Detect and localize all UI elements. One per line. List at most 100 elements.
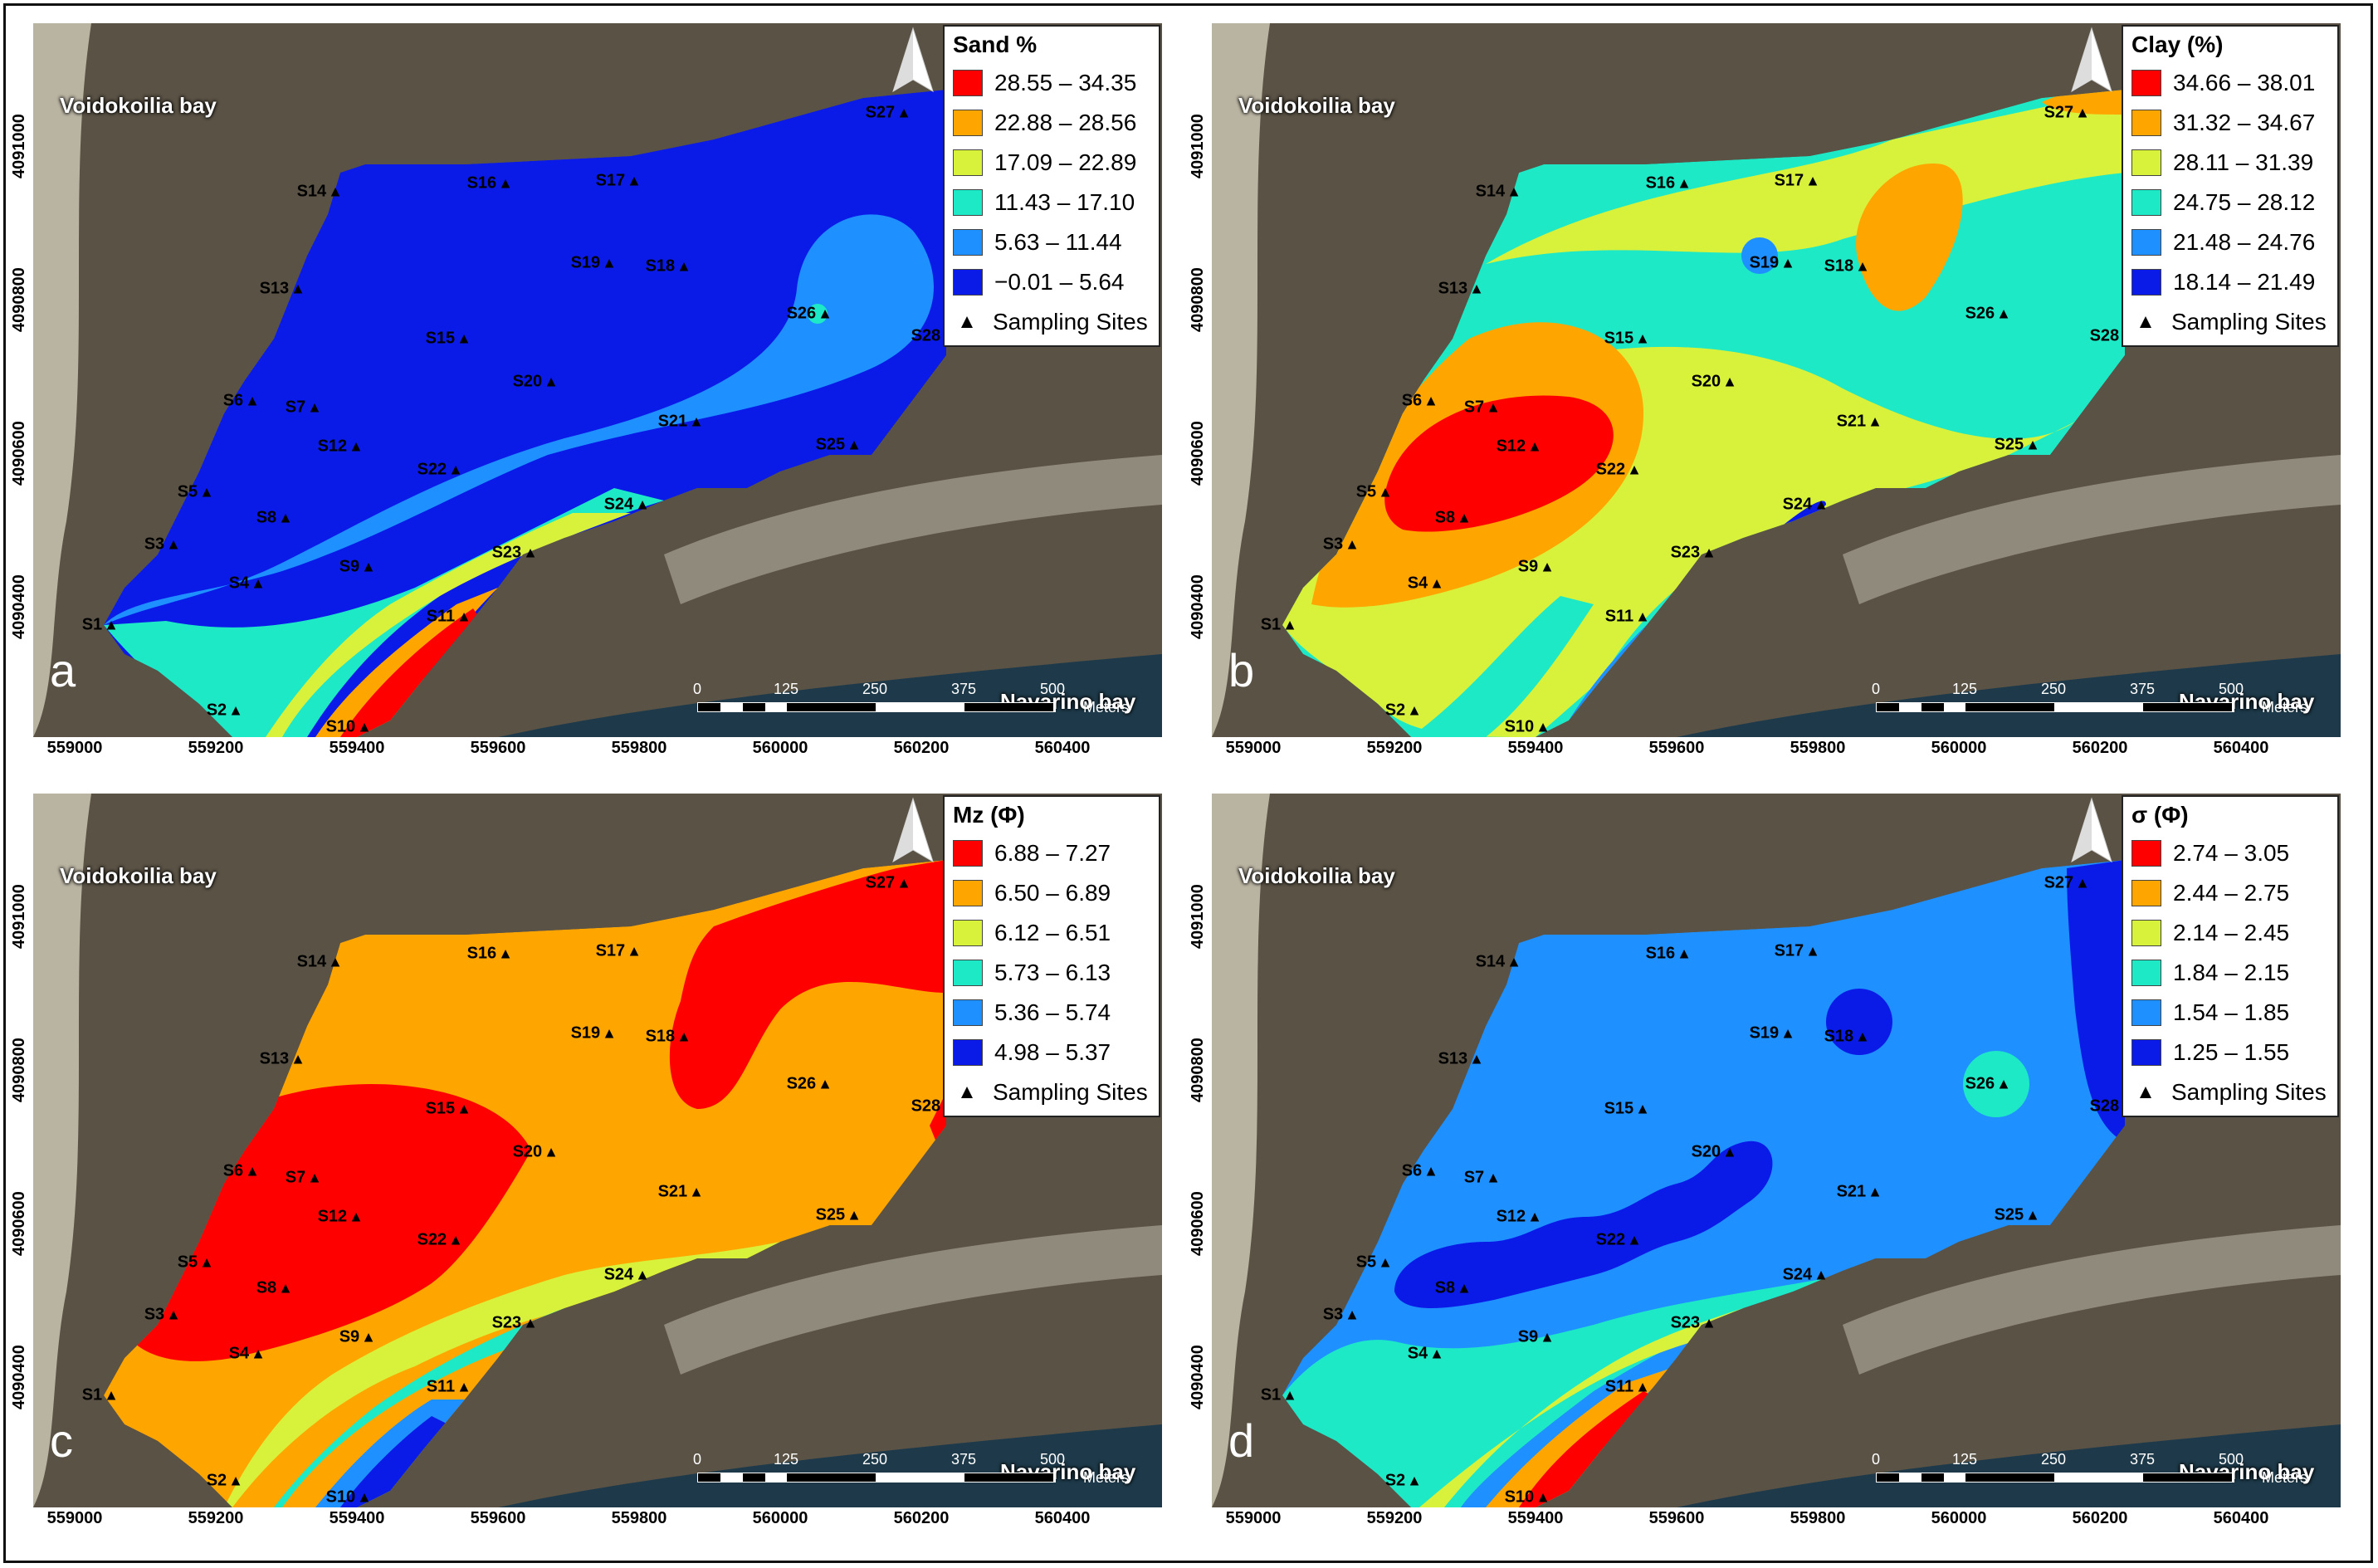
- legend-item: 5.36 – 5.74: [953, 993, 1150, 1033]
- y-tick-label: 4091000: [1189, 884, 1207, 949]
- scale-label: 125: [773, 1451, 799, 1468]
- site-label: S24: [1782, 1265, 1813, 1284]
- sampling-site-s8: S8 ▲: [1435, 509, 1472, 528]
- sampling-site-s10: S10 ▲: [1505, 718, 1550, 737]
- site-label: S16: [466, 944, 497, 963]
- site-label: S8: [256, 508, 277, 527]
- sampling-site-s14: S14 ▲: [297, 183, 343, 202]
- scale-label: 0: [1871, 681, 1881, 697]
- sampling-site-s10: S10 ▲: [1505, 1488, 1550, 1507]
- site-label: S10: [1504, 717, 1535, 736]
- triangle-icon: ▲: [2136, 1081, 2156, 1103]
- site-triangle-icon: ▲: [357, 718, 372, 735]
- sea: [498, 1424, 1162, 1507]
- sea: [498, 654, 1162, 737]
- site-triangle-icon: ▲: [1345, 535, 1360, 553]
- legend-swatch: [953, 840, 983, 867]
- site-label: S22: [1595, 460, 1626, 479]
- contour-zone-3: [1411, 596, 1594, 737]
- sand-dune: [33, 23, 91, 737]
- site-label: S7: [285, 398, 306, 417]
- site-label: S10: [325, 1487, 356, 1507]
- site-label: S26: [786, 1074, 817, 1093]
- map-canvas: [1212, 794, 2341, 1507]
- sampling-site-s17: S17 ▲: [596, 942, 642, 961]
- site-triangle-icon: ▲: [1506, 953, 1521, 970]
- site-triangle-icon: ▲: [1506, 183, 1521, 200]
- legend-swatch: [953, 960, 983, 986]
- site-label: S27: [865, 873, 896, 892]
- contour-zone-2: [1486, 90, 2125, 264]
- contour-zone-1: [2042, 90, 2125, 115]
- site-triangle-icon: ▲: [2025, 436, 2040, 453]
- sampling-site-s11: S11 ▲: [427, 1378, 471, 1397]
- site-triangle-icon: ▲: [1855, 1028, 1870, 1045]
- y-tick-label: 4090400: [1189, 1345, 1207, 1409]
- contour-zone-5: [1826, 989, 1892, 1055]
- x-tick-label: 559200: [188, 1509, 244, 1527]
- x-tick-label: 559600: [1648, 739, 1705, 757]
- site-label: S13: [1438, 279, 1468, 298]
- contour-zone-5: [2067, 860, 2125, 1142]
- site-label: S24: [603, 1265, 634, 1284]
- legend-swatch: [2131, 269, 2161, 296]
- site-triangle-icon: ▲: [1722, 373, 1737, 390]
- site-label: S9: [1517, 1327, 1539, 1346]
- site-triangle-icon: ▲: [1780, 254, 1795, 271]
- site-triangle-icon: ▲: [1814, 1266, 1829, 1283]
- site-triangle-icon: ▲: [1407, 701, 1422, 719]
- legend-item: 1.54 – 1.85: [2131, 993, 2329, 1033]
- y-tick-label: 4090600: [1189, 421, 1207, 486]
- legend-swatch: [2131, 189, 2161, 216]
- site-label: S7: [1463, 398, 1485, 417]
- legend-swatch: [2131, 229, 2161, 256]
- sampling-site-s26: S26 ▲: [787, 305, 833, 324]
- site-label: S19: [570, 1023, 601, 1043]
- site-triangle-icon: ▲: [1378, 483, 1393, 501]
- x-tick-label: 559000: [1225, 1509, 1282, 1527]
- panel-b: S1 ▲ S2 ▲ S3 ▲ S4 ▲ S5 ▲ S6 ▲ S7 ▲ S8 ▲ S9 ▲ S10 ▲ S11 ▲ S12 ▲ S…: [1179, 0, 2341, 757]
- sampling-site-s19: S19 ▲: [571, 1024, 617, 1043]
- legend-swatch: [2131, 960, 2161, 986]
- site-triangle-icon: ▲: [1627, 461, 1642, 478]
- site-label: S27: [865, 103, 896, 122]
- site-triangle-icon: ▲: [1702, 544, 1716, 561]
- site-triangle-icon: ▲: [307, 398, 322, 416]
- site-triangle-icon: ▲: [676, 257, 691, 275]
- site-label: S17: [595, 941, 626, 960]
- site-triangle-icon: ▲: [457, 608, 471, 625]
- legend-item-sampling-sites: ▲ Sampling Sites: [953, 302, 1150, 342]
- site-label: S1: [1260, 615, 1282, 634]
- site-label: S15: [1604, 329, 1634, 348]
- site-label: S8: [256, 1278, 277, 1297]
- site-label: S21: [657, 1182, 688, 1201]
- site-triangle-icon: ▲: [523, 1314, 538, 1331]
- legend-swatch: [953, 999, 983, 1026]
- site-triangle-icon: ▲: [1457, 1279, 1472, 1297]
- sampling-site-s9: S9 ▲: [1518, 1328, 1555, 1347]
- site-triangle-icon: ▲: [1469, 280, 1484, 297]
- legend-label: 2.14 – 2.45: [2173, 920, 2290, 945]
- site-triangle-icon: ▲: [847, 436, 862, 453]
- site-triangle-icon: ▲: [1996, 305, 2011, 322]
- sampling-site-s17: S17 ▲: [1775, 172, 1820, 191]
- site-triangle-icon: ▲: [1635, 330, 1650, 347]
- contour-zone-3: [1282, 1275, 1843, 1507]
- sampling-site-s2: S2 ▲: [207, 701, 243, 720]
- site-triangle-icon: ▲: [448, 1231, 463, 1248]
- site-label: S2: [206, 1471, 227, 1490]
- legend-label: 2.74 – 3.05: [2173, 840, 2290, 866]
- site-label: S11: [1604, 1377, 1634, 1396]
- scale-bar: 0 125 250 375 500 Meters: [693, 1451, 1129, 1492]
- site-label: S7: [285, 1168, 306, 1187]
- site-triangle-icon: ▲: [1457, 509, 1472, 526]
- site-label: S9: [339, 1327, 360, 1346]
- site-triangle-icon: ▲: [896, 104, 911, 121]
- site-label: S24: [1782, 495, 1813, 514]
- legend-swatch: [2131, 880, 2161, 906]
- place-label-voidokoilia: Voidokoilia bay: [60, 93, 217, 118]
- x-tick-label: 559800: [611, 739, 667, 757]
- sampling-site-s12: S12 ▲: [318, 1208, 364, 1227]
- coastal-strip: [664, 455, 1162, 604]
- legend-label: Sampling Sites: [993, 1079, 1148, 1105]
